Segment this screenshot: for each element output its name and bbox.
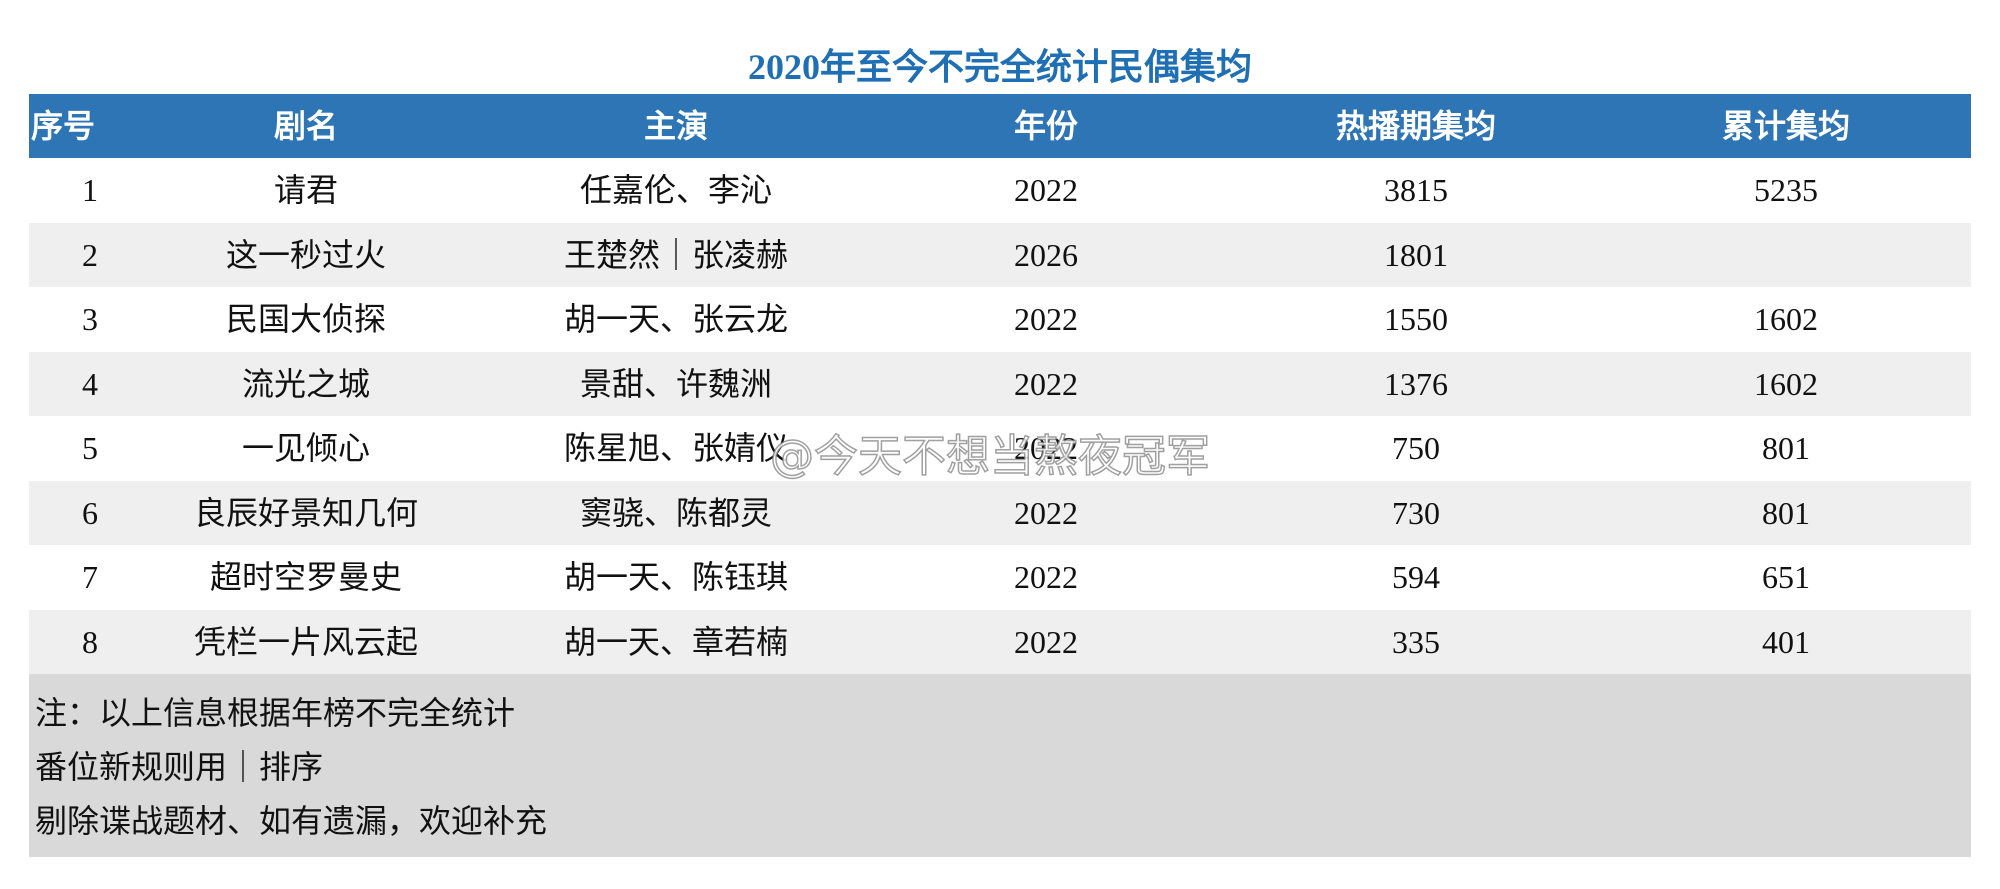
- table-cell: 2: [82, 236, 98, 273]
- table-cell: 请君: [273, 171, 339, 209]
- table-cell: 801: [1762, 430, 1810, 466]
- table-cell: 胡一天、张云龙: [563, 300, 789, 338]
- column-header: 剧名: [273, 107, 339, 145]
- table-cell: 4: [82, 365, 98, 402]
- table-cell: 5235: [1754, 172, 1818, 208]
- table-cell: 2022: [1014, 559, 1078, 595]
- table-cell: 景甜、许魏洲: [579, 364, 773, 403]
- column-header: 热播期集均: [1335, 107, 1497, 145]
- table-header: 序号 剧名 主演 年份 热播期集均 累计集均: [29, 94, 1971, 158]
- table-cell: 超时空罗曼史: [209, 558, 403, 596]
- table-row: 3 民国大侦探 胡一天、张云龙 2022 1550 1602: [29, 287, 1971, 352]
- table-cell: 民国大侦探: [225, 300, 387, 338]
- table-row: 7 超时空罗曼史 胡一天、陈钰琪 2022 594 651: [29, 545, 1971, 610]
- table-cell: 陈星旭、张婧仪: [563, 429, 789, 467]
- column-header: 年份: [1013, 107, 1079, 145]
- table-cell: 1: [82, 172, 98, 208]
- table-cell: 801: [1762, 494, 1810, 531]
- table-row: 2 这一秒过火 王楚然｜张凌赫 2026 1801: [29, 222, 1971, 287]
- table-cell: 2022: [1014, 301, 1078, 337]
- note-line: 剔除谍战题材、如有遗漏，欢迎补充: [35, 802, 548, 840]
- table-cell: 8: [82, 623, 98, 660]
- table-cell: 王楚然｜张凌赫: [563, 235, 789, 274]
- table-cell: 6: [82, 494, 98, 531]
- table-row: 4 流光之城 景甜、许魏洲 2022 1376 1602: [29, 351, 1971, 416]
- table-cell: 401: [1762, 623, 1810, 660]
- table-cell: 1801: [1384, 236, 1448, 273]
- column-header: 序号: [31, 107, 96, 145]
- table-cell: 1602: [1754, 301, 1818, 337]
- table-cell: 流光之城: [241, 364, 371, 403]
- column-header: 主演: [643, 107, 709, 145]
- table-cell: 2022: [1014, 172, 1078, 208]
- table-cell: 750: [1392, 430, 1440, 466]
- table-cell: 335: [1392, 623, 1440, 660]
- table-cell: 这一秒过火: [225, 235, 387, 274]
- table-cell: 2022: [1014, 430, 1078, 466]
- table-cell: 凭栏一片风云起: [193, 622, 419, 661]
- table-cell: 651: [1762, 559, 1810, 595]
- table-cell: 窦骁、陈都灵: [579, 493, 773, 532]
- table-cell: 任嘉伦、李沁: [579, 171, 773, 209]
- table-cell: 594: [1392, 559, 1440, 595]
- table-cell: 2022: [1014, 623, 1078, 660]
- table-cell: 2022: [1014, 494, 1078, 531]
- table-cell: 良辰好景知几何: [193, 493, 419, 532]
- table-cell: 一见倾心: [241, 429, 371, 467]
- watermark: @今天不想当熬夜冠军: [769, 430, 1211, 483]
- table-cell: 3: [82, 301, 98, 337]
- table-cell: 1602: [1754, 365, 1818, 402]
- table-cell: 胡一天、章若楠: [563, 622, 789, 661]
- note-line: 番位新规则用｜排序: [35, 748, 324, 786]
- table-row: 8 凭栏一片风云起 胡一天、章若楠 2022 335 401: [29, 609, 1971, 674]
- table-cell: 1550: [1384, 301, 1448, 337]
- notes: 注：以上信息根据年榜不完全统计 番位新规则用｜排序剔除谍战题材、如有遗漏，欢迎补充: [29, 674, 1971, 857]
- table-row: 1 请君 任嘉伦、李沁 2022 3815 5235: [29, 158, 1971, 223]
- table-row: 6 良辰好景知几何 窦骁、陈都灵 2022 730 801: [29, 480, 1971, 545]
- table-cell: 3815: [1384, 172, 1448, 208]
- note-line: 注：以上信息根据年榜不完全统计: [35, 694, 516, 732]
- table-row: 5 一见倾心 陈星旭、张婧仪 2022 750 801: [29, 416, 1971, 481]
- table-cell: 2026: [1014, 236, 1078, 273]
- column-header: 累计集均: [1721, 107, 1851, 145]
- table-cell: 2022: [1014, 365, 1078, 402]
- table-title: 2020年至今不完全统计民偶集均: [747, 47, 1252, 87]
- table-cell: 730: [1392, 494, 1440, 531]
- table-cell: 7: [82, 559, 98, 595]
- table-cell: 胡一天、陈钰琪: [563, 558, 789, 596]
- table-cell: 1376: [1384, 365, 1448, 402]
- table-cell: 5: [82, 430, 98, 466]
